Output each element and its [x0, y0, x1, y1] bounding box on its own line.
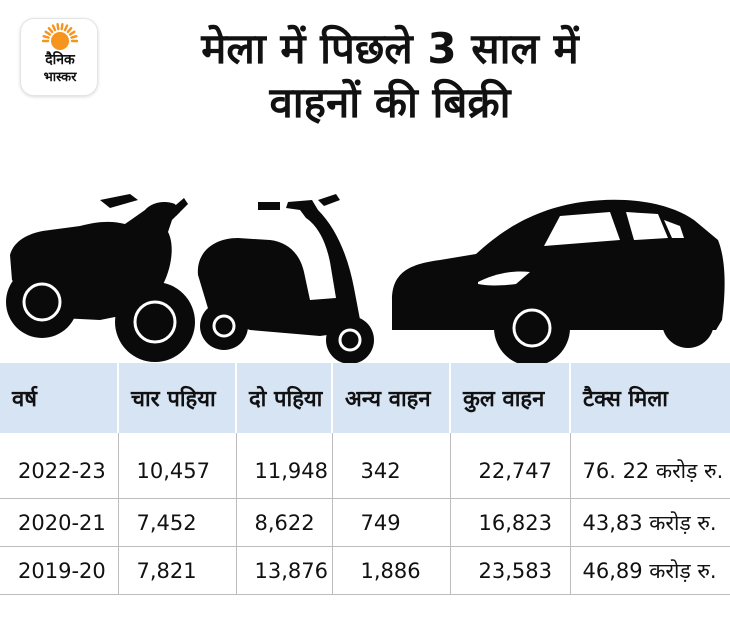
- table-row: 2019-20 7,821 13,876 1,886 23,583 46,89 …: [0, 546, 730, 595]
- table-cell: 16,823: [450, 498, 571, 547]
- sun-ray: [56, 22, 60, 31]
- table-cell: 76. 22 करोड़ रु.: [570, 433, 730, 499]
- logo-line-2: भास्कर: [43, 70, 77, 85]
- table-cell: 43,83 करोड़ रु.: [570, 498, 730, 547]
- table-cell: 23,583: [450, 546, 571, 595]
- table-cell: 7,452: [118, 498, 237, 547]
- table-cell: 46,89 करोड़ रु.: [570, 546, 730, 595]
- title-line-1: मेला में पिछले 3 साल में: [201, 24, 579, 73]
- sun-ray: [66, 26, 73, 34]
- table-row: 2020-21 7,452 8,622 749 16,823 43,83 करो…: [0, 498, 730, 547]
- table-cell: 2020-21: [0, 498, 119, 547]
- column-header-year: वर्ष: [0, 363, 119, 433]
- sun-ray: [44, 30, 52, 36]
- sun-ray: [42, 35, 50, 39]
- table-cell: 7,821: [118, 546, 237, 595]
- table-cell: 2019-20: [0, 546, 119, 595]
- table-cell: 2022-23: [0, 433, 119, 499]
- table-cell: 22,747: [450, 433, 571, 499]
- column-header-four-wheeler: चार पहिया: [118, 363, 237, 433]
- sun-ray: [51, 24, 57, 32]
- sun-ray: [63, 24, 69, 32]
- scooter-icon: [197, 194, 374, 364]
- table-cell: 11,948: [236, 433, 333, 499]
- table-cell: 1,886: [332, 546, 451, 595]
- logo-line-1: दैनिक: [45, 52, 75, 68]
- title-line-2: वाहनों की बिक्री: [269, 78, 511, 127]
- column-header-tax-received: टैक्स मिला: [570, 363, 730, 433]
- table-cell: 13,876: [236, 546, 333, 595]
- table-cell: 8,622: [236, 498, 333, 547]
- motorcycle-icon: [6, 194, 195, 362]
- brand-logo: दैनिक भास्कर: [20, 18, 98, 96]
- sun-ray: [68, 30, 76, 36]
- sun-ray: [47, 26, 54, 34]
- sales-table: वर्ष चार पहिया दो पहिया अन्य वाहन कुल वा…: [0, 363, 730, 595]
- table-cell: 749: [332, 498, 451, 547]
- table-cell: 10,457: [118, 433, 237, 499]
- column-header-total-vehicles: कुल वाहन: [450, 363, 571, 433]
- table-header-row: वर्ष चार पहिया दो पहिया अन्य वाहन कुल वा…: [0, 363, 730, 433]
- vehicles-illustration: [6, 194, 725, 365]
- sun-icon: [41, 22, 79, 50]
- column-header-two-wheeler: दो पहिया: [236, 363, 333, 433]
- table-cell: 342: [332, 433, 451, 499]
- table-row: 2022-23 10,457 11,948 342 22,747 76. 22 …: [0, 433, 730, 499]
- page-title: मेला में पिछले 3 साल में वाहनों की बिक्र…: [110, 22, 670, 130]
- sun-ray: [70, 35, 78, 39]
- column-header-other-vehicles: अन्य वाहन: [332, 363, 451, 433]
- sun-ray: [60, 22, 64, 31]
